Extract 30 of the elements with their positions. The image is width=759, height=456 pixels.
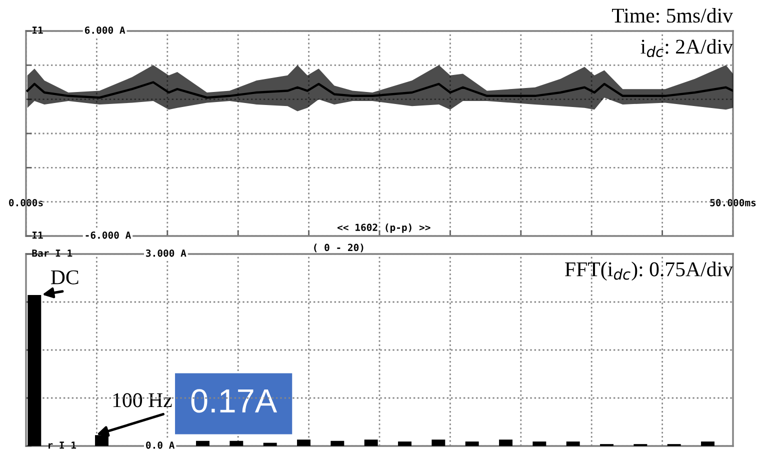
bar bbox=[230, 440, 244, 446]
y-tick-label: 3.000 A bbox=[146, 249, 186, 257]
bar bbox=[432, 440, 446, 446]
annotation: DC bbox=[51, 270, 78, 284]
bar bbox=[499, 440, 512, 446]
y-tick-label: -6.000 A bbox=[86, 231, 132, 239]
annotation: I1 bbox=[32, 26, 43, 34]
x-tick-label: 50.000ms bbox=[710, 198, 756, 206]
text: Time: 5ms/div bbox=[612, 8, 733, 23]
bar bbox=[28, 294, 42, 446]
bar bbox=[297, 440, 310, 446]
bar bbox=[364, 440, 378, 446]
bar bbox=[532, 442, 546, 446]
bar bbox=[330, 440, 344, 446]
annotation: FFT(i$_{dc}$): 0.75A/div bbox=[565, 262, 733, 281]
bar bbox=[263, 442, 277, 446]
annotation: I1 bbox=[32, 232, 43, 239]
bar bbox=[701, 442, 714, 446]
y-tick-label: 6.000 A bbox=[84, 26, 126, 34]
bar bbox=[465, 442, 479, 446]
annotation: << 1602 (p-p) >> bbox=[338, 224, 430, 233]
bar bbox=[566, 442, 580, 446]
annotation: 100 Hz bbox=[113, 393, 172, 408]
text: ( 0 - 20) bbox=[314, 244, 364, 252]
annotation: 0.17A bbox=[191, 389, 278, 413]
y-tick-label: 0.0 A bbox=[146, 441, 175, 449]
annotation: i$_{dc}$: 2A/div bbox=[640, 39, 733, 58]
bar bbox=[398, 442, 412, 446]
annotation: Bar I 1 bbox=[32, 250, 72, 257]
bar bbox=[196, 440, 210, 446]
